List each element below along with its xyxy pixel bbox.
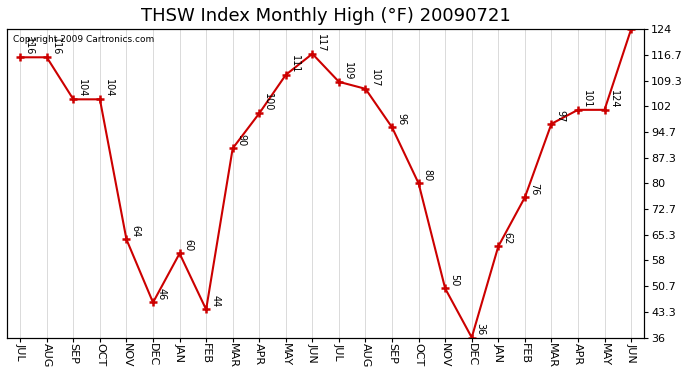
Title: THSW Index Monthly High (°F) 20090721: THSW Index Monthly High (°F) 20090721	[141, 7, 511, 25]
Text: 46: 46	[157, 288, 167, 301]
Text: 97: 97	[555, 110, 565, 122]
Text: 109: 109	[343, 62, 353, 80]
Text: 104: 104	[104, 79, 114, 98]
Text: 76: 76	[529, 183, 539, 196]
Text: 104: 104	[77, 79, 88, 98]
Text: 124: 124	[609, 90, 618, 108]
Text: 117: 117	[316, 33, 326, 52]
Text: 101: 101	[582, 90, 592, 108]
Text: 62: 62	[502, 232, 512, 244]
Text: 60: 60	[184, 240, 194, 252]
Text: 50: 50	[449, 274, 459, 287]
Text: Copyright 2009 Cartronics.com: Copyright 2009 Cartronics.com	[13, 36, 155, 45]
Text: 90: 90	[237, 134, 247, 147]
Text: 116: 116	[24, 37, 34, 56]
Text: 44: 44	[210, 296, 220, 308]
Text: 116: 116	[51, 37, 61, 56]
Text: 96: 96	[396, 113, 406, 126]
Text: 36: 36	[475, 324, 486, 336]
Text: 80: 80	[422, 170, 433, 182]
Text: 107: 107	[369, 69, 380, 87]
Text: 64: 64	[130, 225, 141, 238]
Text: 111: 111	[290, 55, 299, 73]
Text: 100: 100	[264, 93, 273, 112]
